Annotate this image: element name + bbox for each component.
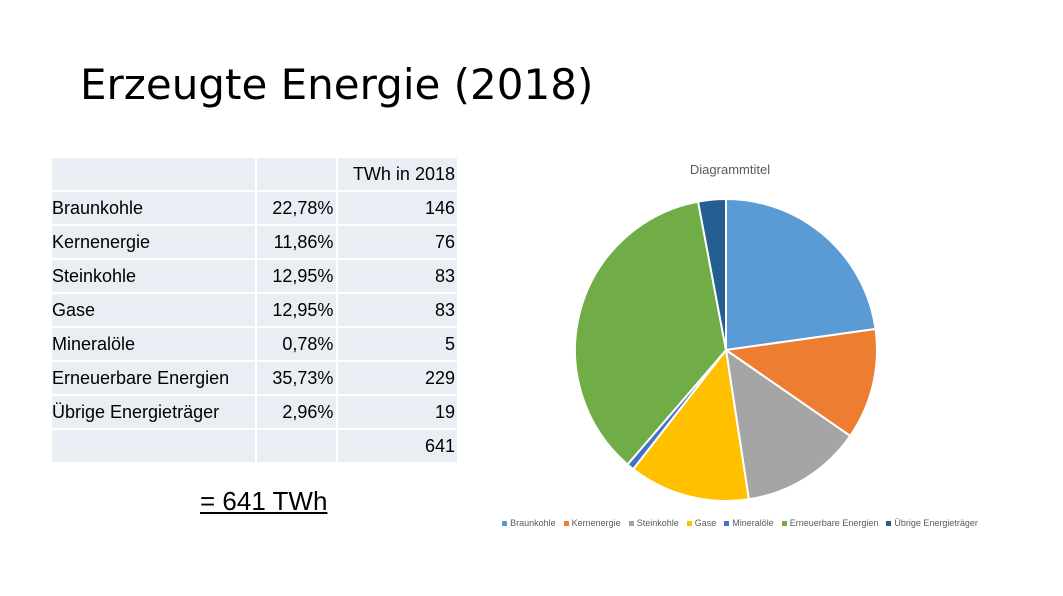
table-cell: Mineralöle bbox=[51, 327, 257, 361]
table-cell: Steinkohle bbox=[51, 259, 257, 293]
table-cell: 2,96% bbox=[256, 395, 338, 429]
table-cell: 12,95% bbox=[256, 259, 338, 293]
legend-item: Übrige Energieträger bbox=[886, 518, 978, 528]
pie-chart: Diagrammtitel Braunkohle Kernenergie Stein… bbox=[470, 150, 1030, 540]
legend-item: Gase bbox=[686, 518, 717, 528]
legend-label: Steinkohle bbox=[636, 518, 679, 528]
table-cell bbox=[51, 429, 257, 463]
table-cell: 11,86% bbox=[256, 225, 338, 259]
legend-item: Mineralöle bbox=[724, 518, 774, 528]
chart-title: Diagrammtitel bbox=[689, 162, 771, 177]
table-cell: 19 bbox=[337, 395, 458, 429]
table-row: 641 bbox=[51, 429, 458, 463]
table-row: Braunkohle 22,78% 146 bbox=[51, 191, 458, 225]
legend-swatch bbox=[724, 520, 730, 526]
table-cell: Kernenergie bbox=[51, 225, 257, 259]
table-cell: Gase bbox=[51, 293, 257, 327]
legend-label: Erneuerbare Energien bbox=[789, 518, 879, 528]
table-cell bbox=[256, 429, 338, 463]
legend-swatch bbox=[628, 520, 634, 526]
energy-table: TWh in 2018 Braunkohle 22,78% 146 Kernenergi… bbox=[51, 157, 458, 463]
legend-item: Braunkohle bbox=[502, 518, 556, 528]
table-cell: 83 bbox=[337, 259, 458, 293]
pie-slice bbox=[573, 200, 728, 466]
table-row: Übrige Energieträger 2,96% 19 bbox=[51, 395, 458, 429]
legend-label: Übrige Energieträger bbox=[894, 518, 978, 528]
slide-title: Erzeugte Energie (2018) bbox=[80, 60, 594, 109]
legend-swatch bbox=[886, 520, 892, 526]
legend-swatch bbox=[781, 520, 787, 526]
legend-item: Erneuerbare Energien bbox=[781, 518, 879, 528]
table-cell: 0,78% bbox=[256, 327, 338, 361]
legend-label: Gase bbox=[694, 518, 717, 528]
table-row: Erneuerbare Energien 35,73% 229 bbox=[51, 361, 458, 395]
legend-label: Kernenergie bbox=[571, 518, 621, 528]
total-energy: = 641 TWh bbox=[200, 486, 328, 516]
table-row: Steinkohle 12,95% 83 bbox=[51, 259, 458, 293]
legend-item: Steinkohle bbox=[628, 518, 679, 528]
pie-slice bbox=[724, 347, 852, 501]
table-row: Mineralöle 0,78% 5 bbox=[51, 327, 458, 361]
table-header-cell bbox=[256, 157, 338, 191]
legend-item: Kernenergie bbox=[563, 518, 621, 528]
table-row: Gase 12,95% 83 bbox=[51, 293, 458, 327]
table-header-cell bbox=[51, 157, 257, 191]
pie-chart-svg bbox=[573, 197, 878, 502]
table-row: Kernenergie 11,86% 76 bbox=[51, 225, 458, 259]
table-cell: 35,73% bbox=[256, 361, 338, 395]
legend-swatch bbox=[502, 520, 508, 526]
table-cell: 12,95% bbox=[256, 293, 338, 327]
pie-slice bbox=[696, 197, 727, 351]
pie-slice bbox=[725, 197, 877, 352]
legend-swatch bbox=[563, 520, 569, 526]
pie-slice bbox=[723, 327, 878, 438]
table-cell: 76 bbox=[337, 225, 458, 259]
table-cell: 641 bbox=[337, 429, 458, 463]
table-cell: 22,78% bbox=[256, 191, 338, 225]
table-header-cell: TWh in 2018 bbox=[337, 157, 458, 191]
table-cell: Braunkohle bbox=[51, 191, 257, 225]
table-header-row: TWh in 2018 bbox=[51, 157, 458, 191]
table-cell: Übrige Energieträger bbox=[51, 395, 257, 429]
legend-label: Mineralöle bbox=[732, 518, 774, 528]
table-cell: 83 bbox=[337, 293, 458, 327]
pie-slice bbox=[631, 347, 750, 502]
table-cell: 229 bbox=[337, 361, 458, 395]
legend-label: Braunkohle bbox=[510, 518, 556, 528]
table-cell: 5 bbox=[337, 327, 458, 361]
legend-swatch bbox=[686, 520, 692, 526]
chart-legend: Braunkohle Kernenergie Steinkohle Gase Miner… bbox=[490, 518, 990, 528]
table-cell: 146 bbox=[337, 191, 458, 225]
table-cell: Erneuerbare Energien bbox=[51, 361, 257, 395]
